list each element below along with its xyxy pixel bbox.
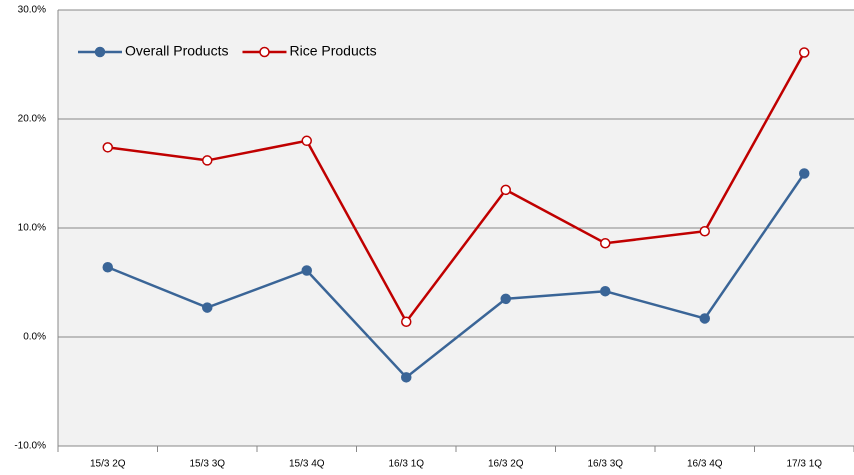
point bbox=[102, 261, 113, 273]
legend-label: Overall Products bbox=[125, 43, 228, 59]
series-line bbox=[107, 172, 806, 380]
point bbox=[401, 372, 412, 383]
point bbox=[799, 47, 810, 58]
point bbox=[600, 238, 611, 249]
point bbox=[202, 155, 213, 166]
point bbox=[500, 184, 511, 196]
point bbox=[301, 265, 312, 276]
y-tick-label: 0.0% bbox=[23, 332, 46, 343]
legend-marker bbox=[94, 46, 106, 58]
x-tick-label: 15/3 4Q bbox=[289, 459, 325, 470]
x-tick-label: 16/3 2Q bbox=[488, 459, 524, 470]
point bbox=[600, 285, 611, 297]
x-tick-label: 17/3 1Q bbox=[786, 459, 822, 470]
x-tick-label: 15/3 3Q bbox=[189, 459, 225, 470]
x-tick-label: 16/3 3Q bbox=[587, 459, 623, 470]
x-tick-label: 16/3 1Q bbox=[388, 459, 424, 470]
y-tick-label: 20.0% bbox=[18, 114, 46, 125]
legend-marker bbox=[259, 46, 270, 58]
y-tick-label: 30.0% bbox=[18, 5, 46, 16]
y-tick-label: 10.0% bbox=[18, 223, 46, 234]
point bbox=[500, 293, 511, 305]
series-line bbox=[107, 51, 806, 325]
point bbox=[102, 142, 113, 153]
point bbox=[401, 316, 412, 327]
y-tick-label: -10.0% bbox=[14, 441, 46, 452]
legend-label: Rice Products bbox=[289, 43, 376, 59]
x-tick-label: 15/3 2Q bbox=[90, 459, 126, 470]
point bbox=[301, 135, 312, 147]
legend: Overall Products Rice Products bbox=[78, 43, 377, 59]
point bbox=[202, 302, 213, 313]
point bbox=[699, 226, 710, 237]
point bbox=[699, 313, 710, 324]
point bbox=[799, 168, 810, 179]
x-tick-label: 16/3 4Q bbox=[687, 459, 723, 470]
